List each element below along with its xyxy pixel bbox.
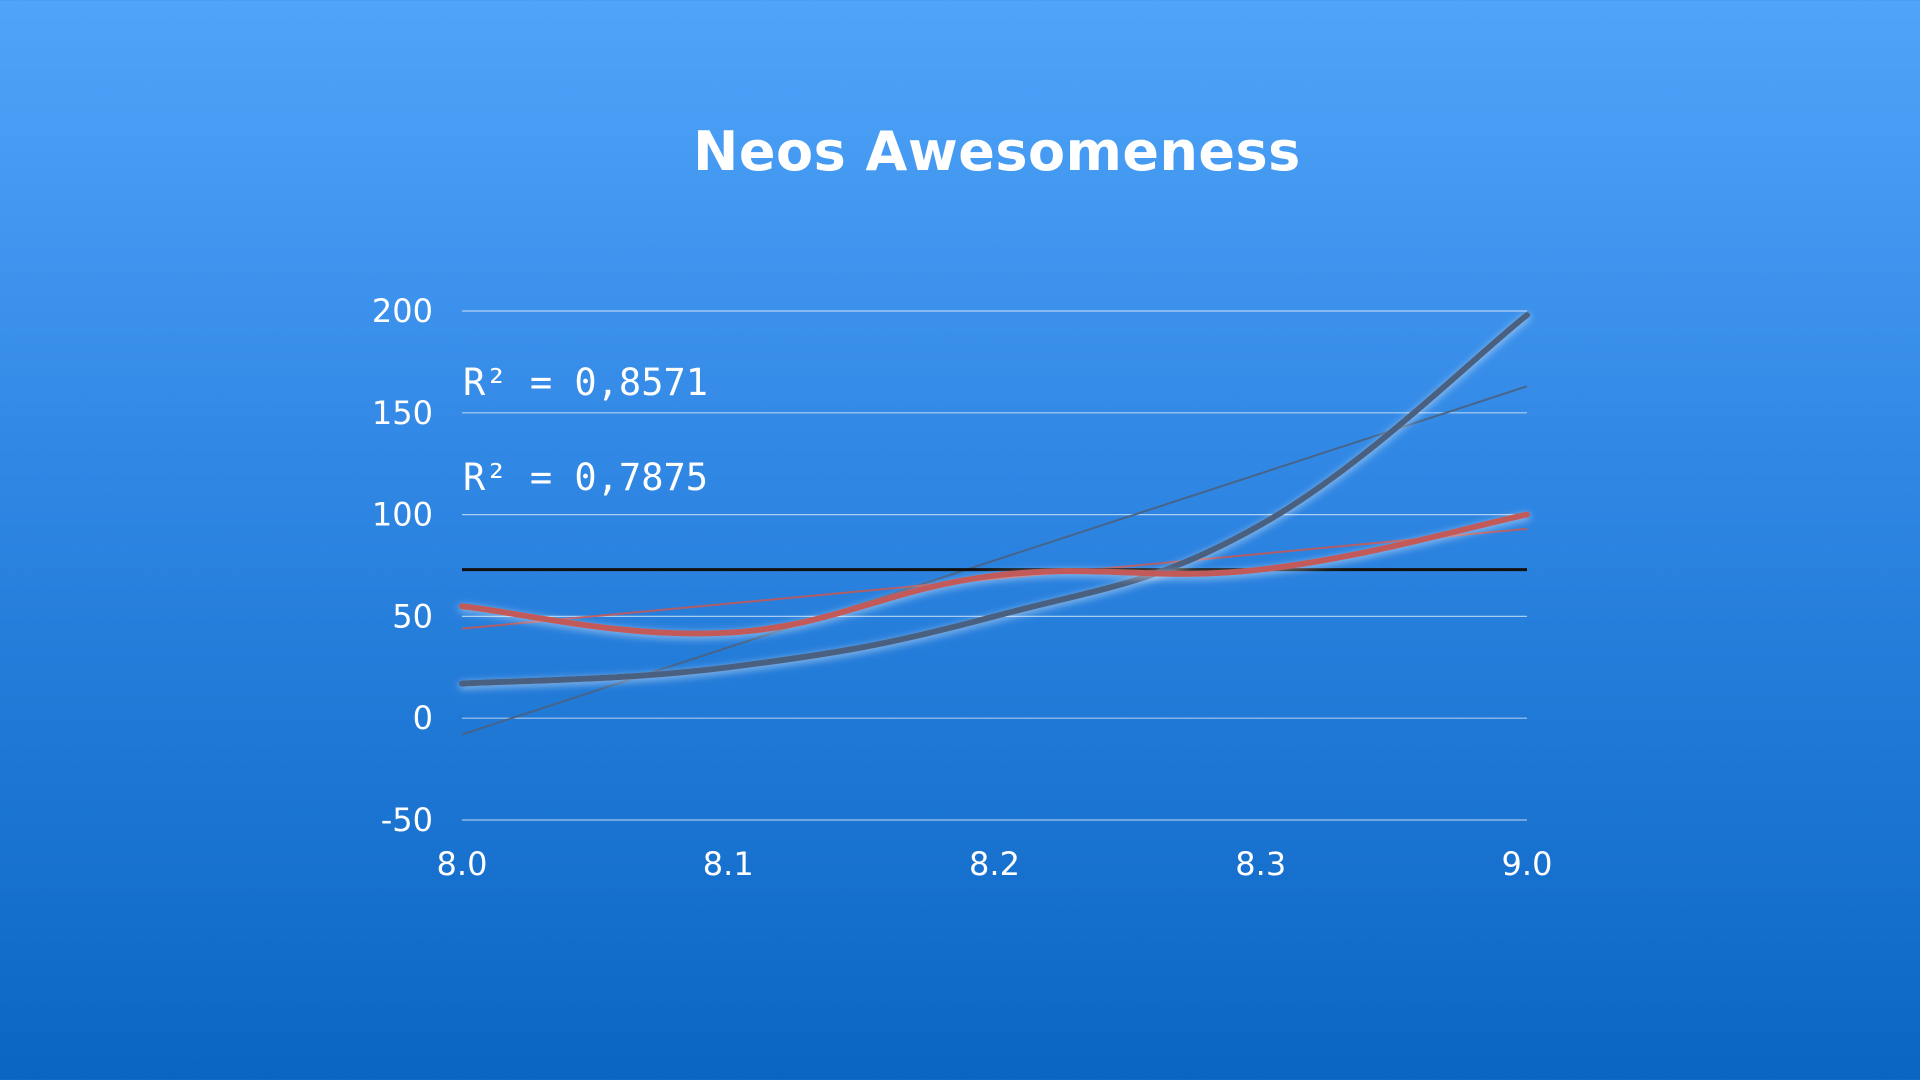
trendline — [461, 385, 1528, 736]
x-tick-label: 8.1 — [703, 845, 754, 883]
x-tick-label: 8.2 — [969, 845, 1020, 883]
x-tick-label: 8.0 — [437, 845, 488, 883]
x-axis-ticks: 8.0 8.1 8.2 8.3 9.0 — [437, 845, 1553, 883]
r-squared-labels: R² = 0,8571 R² = 0,7875 — [463, 361, 708, 499]
series-line — [459, 312, 1530, 687]
r-squared-label: R² = 0,8571 — [463, 361, 708, 404]
r-squared-label: R² = 0,7875 — [463, 456, 708, 499]
x-tick-label: 9.0 — [1502, 845, 1553, 883]
y-tick-label: 150 — [372, 394, 433, 432]
trendlines — [461, 385, 1528, 736]
x-tick-label: 8.3 — [1235, 845, 1286, 883]
trendline — [461, 527, 1528, 630]
chart-title: Neos Awesomeness — [693, 120, 1301, 183]
y-tick-label: 0 — [413, 699, 433, 737]
series-line — [459, 511, 1530, 637]
y-tick-label: -50 — [381, 801, 433, 839]
y-tick-label: 50 — [392, 597, 433, 635]
y-tick-label: 200 — [372, 292, 433, 330]
series-lines — [459, 312, 1530, 687]
y-axis-ticks: 200 150 100 50 0 -50 — [372, 292, 433, 839]
y-tick-label: 100 — [372, 496, 433, 534]
